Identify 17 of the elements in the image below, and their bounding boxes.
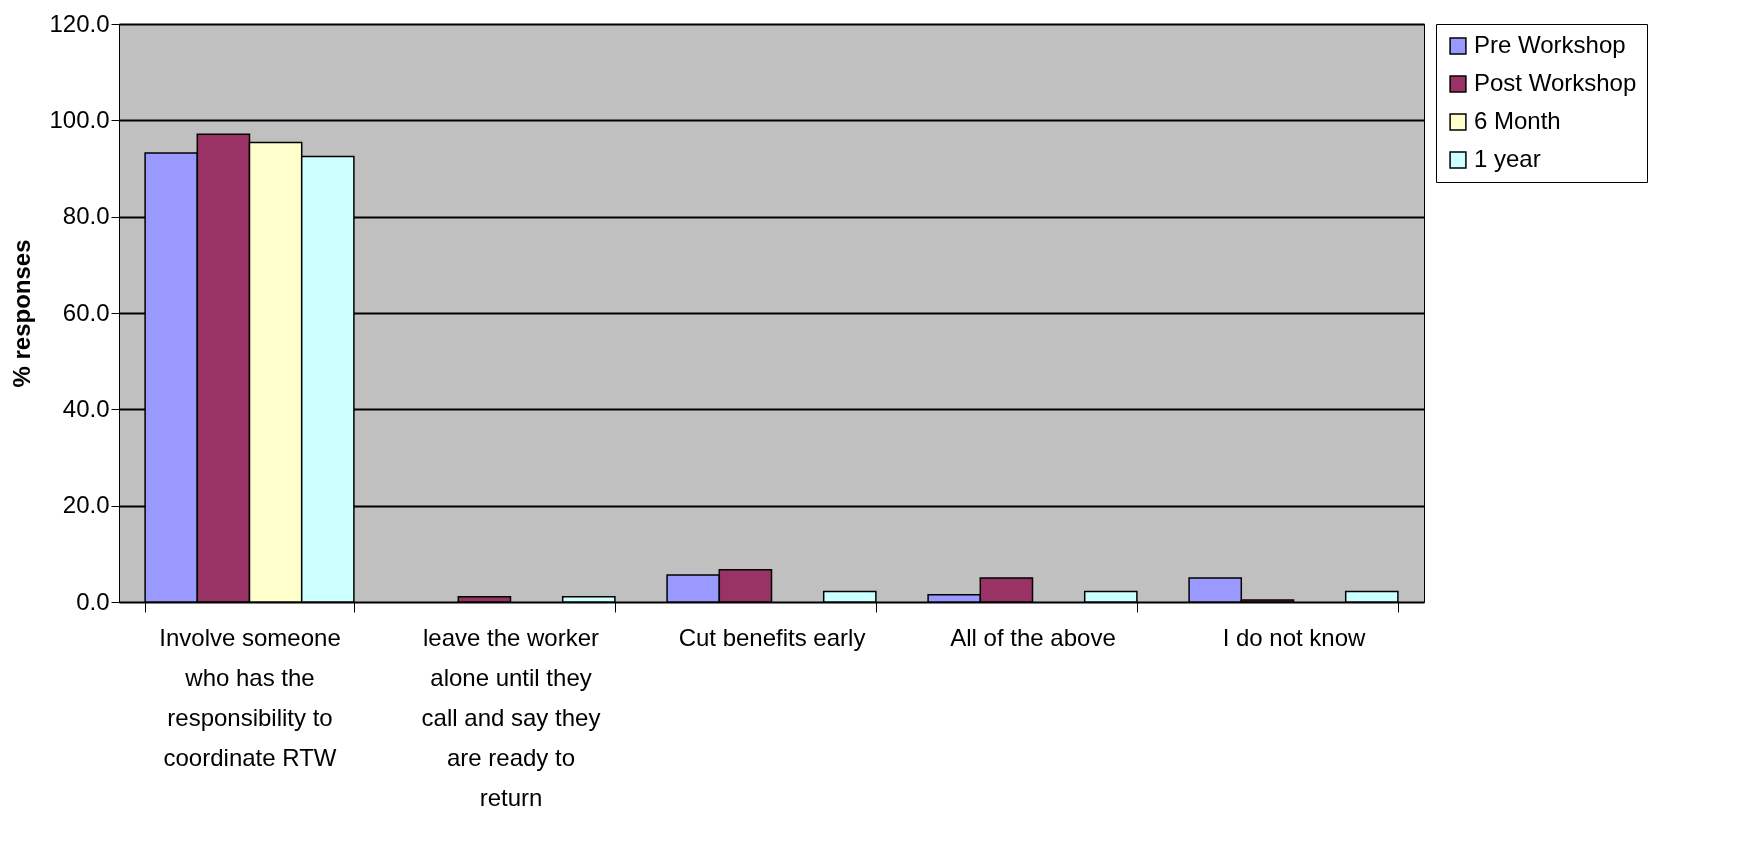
x-tick-label: Involve someone who has the responsibility to coordinate RTW	[159, 623, 341, 771]
x-tick-label: Cut benefits early	[678, 623, 866, 651]
legend-label: 6 Month	[1474, 107, 1561, 134]
y-tick-label: 0.0	[76, 587, 110, 615]
legend-label: 1 year	[1474, 145, 1541, 172]
x-tick-label: I do not know	[1222, 623, 1367, 651]
y-tick-label: 60.0	[62, 298, 110, 326]
y-tick-label: 100.0	[49, 105, 110, 133]
y-tick-label: 120.0	[49, 9, 110, 37]
legend-label: Pre Workshop	[1474, 31, 1626, 58]
y-tick-label: 40.0	[62, 394, 110, 422]
y-axis-title: % responses	[8, 239, 36, 388]
x-tick-label: leave the worker alone until they call and say they are ready to return	[421, 623, 601, 811]
y-tick-label: 20.0	[62, 491, 110, 519]
y-tick-label: 80.0	[62, 202, 110, 230]
legend-label: Post Workshop	[1474, 69, 1637, 96]
x-tick-label: All of the above	[950, 623, 1116, 651]
